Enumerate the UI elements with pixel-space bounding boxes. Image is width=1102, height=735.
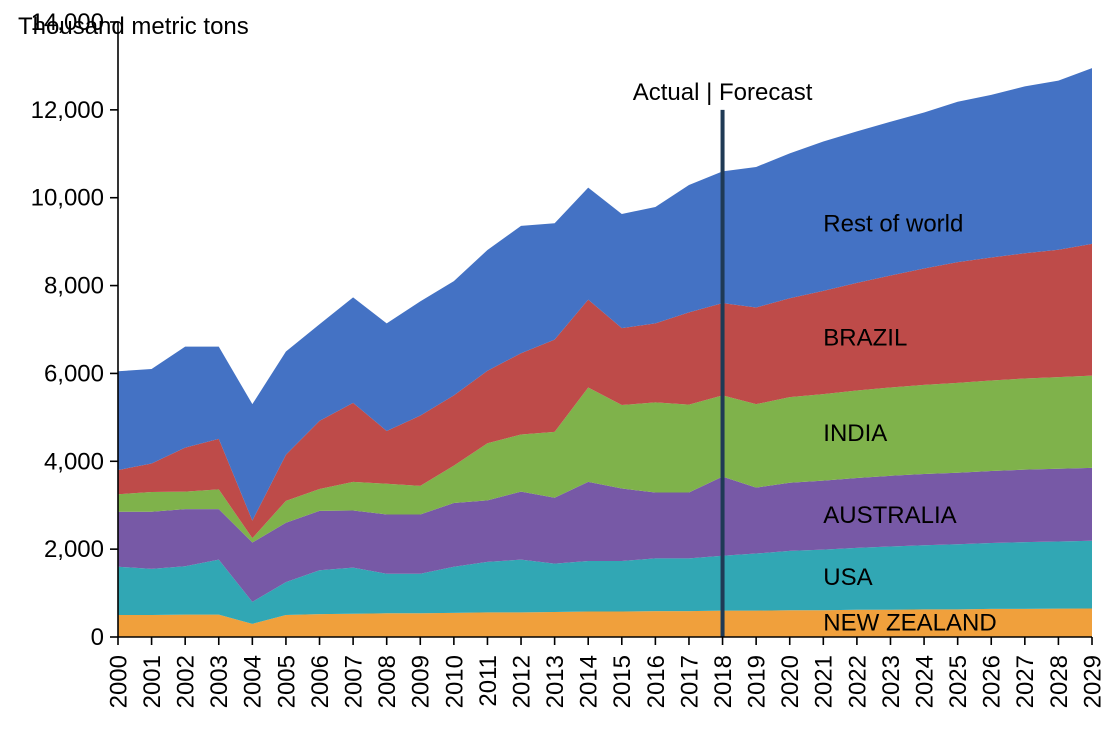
y-tick-label: 12,000 [31, 97, 104, 124]
x-tick-label: 2023 [878, 655, 905, 708]
y-axis-title: Thousand metric tons [18, 13, 249, 40]
legend-label-new-zealand: NEW ZEALAND [823, 609, 996, 636]
y-tick-label: 10,000 [31, 185, 104, 212]
legend-label-brazil: BRAZIL [823, 324, 907, 351]
x-tick-label: 2001 [139, 655, 166, 708]
legend-label-india: INDIA [823, 420, 887, 447]
x-tick-label: 2000 [105, 655, 132, 708]
x-tick-label: 2005 [273, 655, 300, 708]
x-tick-label: 2012 [508, 655, 535, 708]
x-tick-label: 2015 [609, 655, 636, 708]
x-tick-label: 2025 [945, 655, 972, 708]
x-tick-label: 2002 [173, 655, 200, 708]
chart-svg: Actual | Forecast 0 2,000 4,000 6,000 8,000 10… [0, 0, 1102, 735]
x-tick-label: 2011 [475, 655, 502, 707]
x-tick-label: 2008 [374, 655, 401, 708]
legend-label-usa: USA [823, 564, 872, 591]
y-tick-label: 4,000 [44, 448, 104, 475]
x-tick-label: 2022 [844, 655, 871, 708]
legend-label-rest-of-world: Rest of world [823, 211, 963, 238]
x-tick-label: 2026 [979, 655, 1006, 708]
x-tick-label: 2013 [542, 655, 569, 708]
x-tick-label: 2017 [676, 655, 703, 708]
x-tick-label: 2021 [811, 655, 838, 708]
x-tick-label: 2007 [341, 655, 368, 708]
x-tick-label: 2006 [307, 655, 334, 708]
y-tick-label: 6,000 [44, 360, 104, 387]
y-tick-label: 2,000 [44, 536, 104, 563]
x-tick-label: 2016 [643, 655, 670, 708]
x-tick-label: 2018 [710, 655, 737, 708]
x-tick-label: 2019 [744, 655, 771, 708]
x-tick-label: 2020 [777, 655, 804, 708]
legend-label-australia: AUSTRALIA [823, 502, 956, 529]
x-tick-label: 2014 [576, 655, 603, 708]
y-tick-label: 8,000 [44, 273, 104, 300]
y-tick-label: 0 [91, 624, 104, 651]
x-tick-label: 2028 [1046, 655, 1073, 708]
x-tick-label: 2009 [408, 655, 435, 708]
stacked-area-chart: Actual | Forecast 0 2,000 4,000 6,000 8,000 10… [0, 0, 1102, 735]
x-tick-label: 2027 [1012, 655, 1039, 708]
forecast-label: Actual | Forecast [633, 79, 813, 106]
x-tick-label: 2010 [441, 655, 468, 708]
x-tick-label: 2003 [206, 655, 233, 708]
x-tick-label: 2004 [240, 655, 267, 708]
x-tick-label: 2024 [911, 655, 938, 708]
x-tick-label: 2029 [1079, 655, 1102, 708]
